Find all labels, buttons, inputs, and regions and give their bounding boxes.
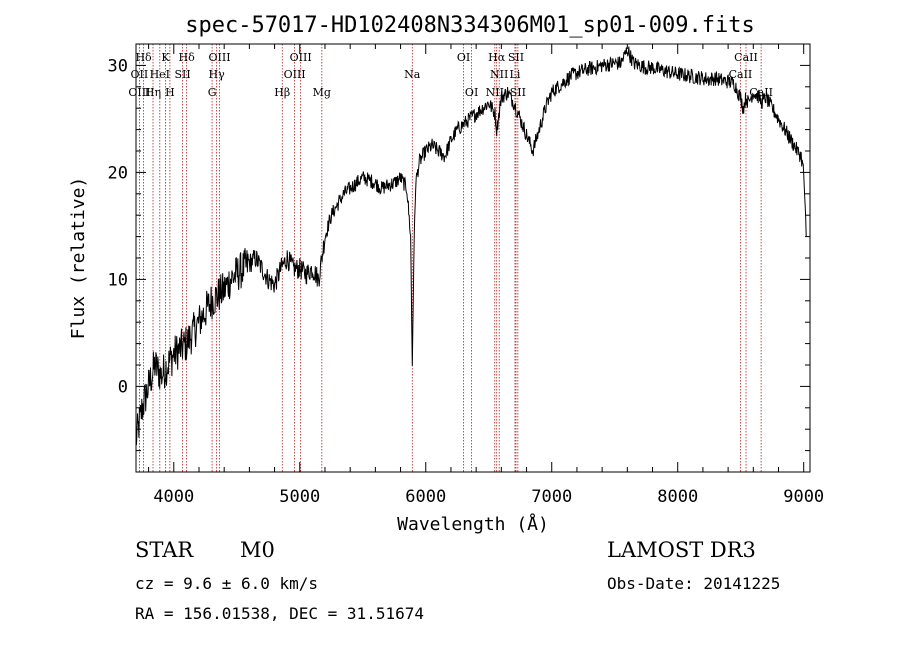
line-label: Hδ [135, 51, 152, 64]
line-label: CaII [729, 68, 753, 81]
line-label: OIII [290, 51, 312, 64]
x-axis-label: Wavelength (Å) [397, 513, 549, 535]
coordinates: RA = 156.01538, DEC = 31.51674 [135, 604, 424, 623]
x-tick-label: 8000 [657, 487, 698, 507]
line-label: OIII [208, 51, 230, 64]
survey-name: LAMOST DR3 [607, 538, 756, 562]
line-label: Mg [313, 86, 331, 99]
y-tick-label: 10 [108, 270, 128, 290]
y-tick-label: 30 [108, 56, 128, 76]
chart-title: spec-57017-HD102408N334306M01_sp01-009.f… [185, 13, 755, 38]
y-tick-label: 20 [108, 163, 128, 183]
line-label: Hδ [179, 51, 196, 64]
line-label: OIII [128, 86, 150, 99]
line-label: OI [457, 51, 470, 64]
y-axis-label: Flux (relative) [68, 177, 89, 340]
line-label: Li [510, 68, 521, 81]
line-label: Hη [145, 86, 161, 99]
x-tick-label: 5000 [279, 487, 320, 507]
x-tick-label: 7000 [531, 487, 572, 507]
line-label: Hβ [274, 86, 290, 99]
line-label: SII [174, 68, 190, 81]
line-label: NII [490, 68, 508, 81]
y-tick-label: 0 [118, 377, 128, 397]
line-label: OII [131, 68, 149, 81]
plot-frame [135, 43, 811, 473]
line-label: H [165, 86, 175, 99]
line-label: K [161, 51, 170, 64]
object-subclass: M0 [240, 538, 275, 562]
line-label: NII [486, 86, 504, 99]
line-label: Hγ [209, 68, 226, 81]
observation-date: Obs-Date: 20141225 [607, 574, 781, 593]
spectral-line-markers [139, 44, 762, 472]
line-label: SII [510, 86, 526, 99]
line-label: Na [404, 68, 421, 81]
line-label: OIII [284, 68, 306, 81]
x-axis-ticks: 4000 5000 6000 7000 8000 9000 [148, 44, 824, 507]
line-label: CaII [734, 51, 758, 64]
line-label: Hα [488, 51, 506, 64]
line-label: HeI [150, 68, 170, 81]
line-label: G [208, 86, 217, 99]
y-axis-ticks: 0 10 20 30 [108, 43, 810, 452]
spectrum-line [135, 46, 807, 445]
x-tick-label: 6000 [405, 487, 446, 507]
line-label: SII [508, 51, 524, 64]
redshift-velocity: cz = 9.6 ± 6.0 km/s [135, 574, 319, 593]
x-tick-label: 9000 [783, 487, 824, 507]
x-tick-label: 4000 [153, 487, 194, 507]
object-class: STAR [135, 538, 194, 562]
line-label: OI [465, 86, 478, 99]
